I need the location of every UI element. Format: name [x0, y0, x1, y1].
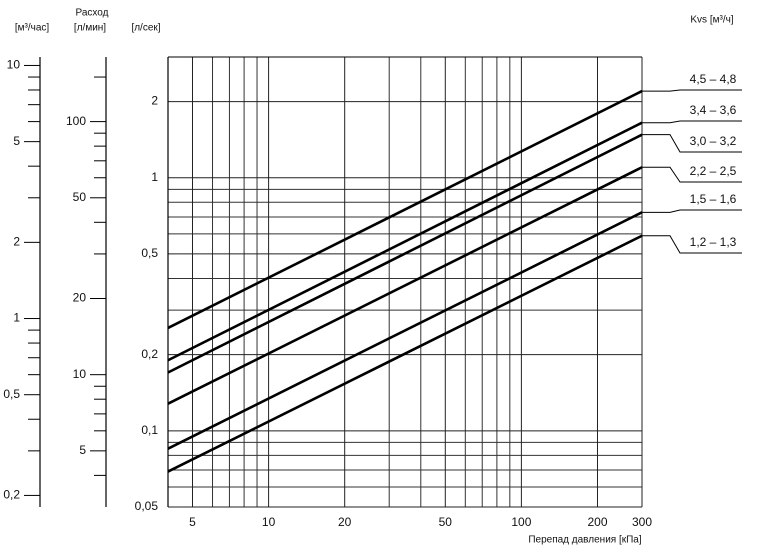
series-line [167, 121, 643, 362]
y-tick-label: 10 [73, 367, 87, 381]
y-tick-label: 0,05 [135, 499, 159, 513]
x-tick-label: 5 [189, 515, 196, 529]
x-tick-label: 300 [632, 515, 652, 529]
y-tick-label: 0,5 [3, 387, 20, 401]
x-tick-label: 50 [439, 515, 453, 529]
y-tick-label: 100 [66, 114, 86, 128]
legend-leader [642, 120, 742, 124]
series-line [167, 133, 643, 374]
series-line [167, 211, 643, 450]
legend-leader [642, 89, 742, 92]
y-tick-label: 20 [73, 291, 87, 305]
y-tick-label: 0,2 [3, 488, 20, 502]
y-tick-label: 5 [13, 134, 20, 148]
y-tick-label: 5 [79, 443, 86, 457]
x-tick-label: 20 [338, 515, 352, 529]
y-tick-label: 2 [13, 235, 20, 249]
axis-label: [м³/час] [15, 23, 50, 34]
legend-label: 2,2 – 2,5 [690, 164, 737, 178]
y-tick-label: 10 [7, 58, 21, 72]
legend-title: Kvs [м³/ч] [690, 15, 733, 26]
y-tick-label: 1 [151, 170, 158, 184]
y-tick-label: 1 [13, 311, 20, 325]
legend-label: 4,5 – 4,8 [690, 72, 737, 86]
series-line [167, 166, 643, 405]
x-tick-label: 100 [511, 515, 531, 529]
legend-label: 3,4 – 3,6 [690, 103, 737, 117]
axis-label: [л/мин] [74, 23, 106, 34]
x-tick-label: 200 [587, 515, 607, 529]
legend-leader [642, 209, 742, 213]
axis-label: Расход [76, 8, 109, 19]
legend-leader [642, 166, 742, 183]
y-tick-label: 2 [151, 94, 158, 108]
y-tick-label: 50 [73, 190, 87, 204]
legend-label: 1,2 – 1,3 [690, 235, 737, 249]
y-tick-label: 0,2 [141, 347, 158, 361]
axis-label: [л/сек] [131, 23, 160, 34]
series-line [167, 89, 643, 330]
y-tick-label: 0,5 [141, 246, 158, 260]
legend-leader [642, 134, 742, 153]
legend-label: 3,0 – 3,2 [690, 134, 737, 148]
legend-label: 1,5 – 1,6 [690, 192, 737, 206]
x-tick-label: 10 [262, 515, 276, 529]
x-axis-label: Перепад давления [кПа] [528, 535, 642, 546]
y-tick-label: 0,1 [141, 423, 158, 437]
series-line [167, 234, 643, 473]
legend-leader [642, 235, 742, 254]
